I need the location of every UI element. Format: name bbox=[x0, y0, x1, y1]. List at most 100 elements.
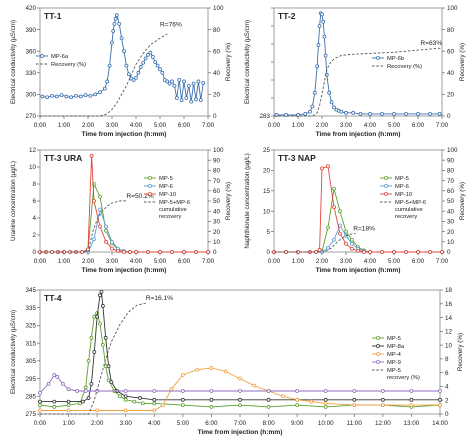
data-point bbox=[392, 250, 396, 254]
data-point bbox=[110, 246, 114, 251]
data-point bbox=[209, 397, 214, 402]
x-axis-label: Time from injection (h:mm) bbox=[198, 429, 283, 436]
plot-frame bbox=[39, 7, 209, 117]
data-point bbox=[344, 110, 348, 115]
data-point bbox=[141, 60, 146, 65]
legend-marker bbox=[376, 360, 380, 364]
data-point bbox=[98, 194, 102, 199]
x-tick-label: 12:00 bbox=[375, 420, 391, 427]
y2-tick-label: 100 bbox=[213, 147, 224, 154]
data-point bbox=[148, 50, 153, 55]
y-tick-label: 8 bbox=[32, 181, 36, 188]
x-tick-label: 1:00 bbox=[58, 122, 71, 129]
series-line-1 bbox=[40, 207, 208, 253]
data-point bbox=[323, 397, 328, 402]
data-point bbox=[146, 52, 150, 57]
data-point bbox=[172, 83, 177, 88]
data-point bbox=[339, 109, 344, 114]
data-point bbox=[316, 43, 321, 47]
data-point bbox=[100, 343, 105, 347]
x-tick-label: 5:00 bbox=[388, 258, 401, 265]
y-axis-label: Electrical conductivity (µS/cm) bbox=[10, 310, 17, 394]
data-point bbox=[138, 396, 142, 400]
y-tick-label: 0 bbox=[32, 249, 36, 256]
y-tick-label: 315 bbox=[25, 340, 36, 347]
y2-tick-label: 60 bbox=[447, 188, 455, 195]
data-point bbox=[98, 90, 102, 95]
x-tick-label: 6:00 bbox=[412, 258, 425, 265]
x-tick-label: 3:00 bbox=[106, 122, 119, 129]
x-axis-label: Time from injection (h:mm) bbox=[82, 131, 167, 138]
data-point bbox=[180, 389, 185, 393]
x-tick-label: 2:00 bbox=[316, 122, 329, 129]
y-tick-label: 2 bbox=[32, 232, 36, 239]
legend-entry: MP-10 bbox=[395, 192, 412, 198]
data-point bbox=[317, 24, 322, 28]
data-point bbox=[326, 225, 330, 230]
legend-entry: recovery bbox=[159, 214, 181, 220]
y-tick-label: 12 bbox=[29, 147, 37, 154]
data-point bbox=[238, 376, 242, 381]
data-point bbox=[106, 378, 111, 383]
data-point bbox=[320, 166, 324, 171]
data-point bbox=[52, 405, 57, 409]
x-tick-label: 1:00 bbox=[58, 258, 71, 265]
legend-entry: MP-5 bbox=[395, 176, 409, 182]
data-point bbox=[64, 94, 69, 99]
chart-panel-2: 0:00 1:00 2:00 3:00 4:00 5:00 6:00 7:00 0 2 4 6 8 10 1… bbox=[10, 147, 232, 274]
x-tick-label: 9:00 bbox=[291, 420, 304, 427]
annotation-label: R=18% bbox=[353, 226, 375, 233]
data-point bbox=[136, 70, 141, 75]
y2-tick-label: 80 bbox=[213, 168, 221, 175]
legend-marker bbox=[376, 56, 380, 60]
legend-marker bbox=[376, 344, 380, 348]
data-point bbox=[310, 104, 315, 109]
data-point bbox=[110, 239, 114, 244]
series-line-1 bbox=[274, 47, 443, 117]
data-point bbox=[109, 380, 114, 385]
legend-entry: MP-6 bbox=[159, 184, 173, 190]
y-tick-label: 335 bbox=[25, 305, 36, 312]
annotation-label: R=16.1% bbox=[146, 295, 173, 302]
data-point bbox=[323, 53, 328, 58]
data-point bbox=[350, 237, 354, 242]
data-point bbox=[143, 56, 148, 61]
chart-panel-4: 0:00 1:00 2:00 3:00 4:00 5:00 6:00 7:00 8:00 9:00… bbox=[10, 287, 464, 436]
data-point bbox=[189, 99, 194, 104]
chart-panel-0: 0:00 1:00 2:00 3:00 4:00 5:00 6:00 7:00 270 300 33… bbox=[10, 5, 232, 138]
data-point bbox=[112, 21, 117, 26]
data-point bbox=[98, 293, 102, 298]
data-point bbox=[350, 246, 354, 251]
legend-marker bbox=[384, 192, 388, 196]
x-tick-label: 0:00 bbox=[34, 420, 47, 427]
x-tick-label: 4:00 bbox=[130, 122, 143, 129]
data-point bbox=[198, 98, 203, 103]
y2-tick-label: 12 bbox=[445, 329, 453, 336]
x-tick-label: 4:00 bbox=[364, 258, 377, 265]
data-point bbox=[78, 94, 83, 99]
y-tick-label: 6 bbox=[32, 198, 36, 205]
legend-marker bbox=[384, 184, 388, 188]
data-point bbox=[358, 111, 363, 116]
data-point bbox=[380, 397, 385, 402]
y2-tick-label: 20 bbox=[213, 229, 221, 236]
data-point bbox=[98, 224, 102, 229]
x-tick-label: 5:00 bbox=[177, 420, 190, 427]
data-point bbox=[184, 96, 189, 100]
y-tick-label: 0 bbox=[266, 249, 270, 256]
legend-marker bbox=[376, 336, 380, 340]
x-tick-label: 4:00 bbox=[364, 122, 377, 129]
x-tick-label: 5:00 bbox=[154, 122, 167, 129]
data-point bbox=[92, 237, 96, 242]
legend-marker bbox=[40, 54, 44, 58]
x-tick-label: 1:00 bbox=[292, 122, 305, 129]
data-point bbox=[69, 95, 74, 100]
data-point bbox=[74, 93, 78, 98]
data-point bbox=[350, 241, 354, 246]
x-tick-label: 6:00 bbox=[178, 122, 191, 129]
y-tick-label: 325 bbox=[25, 323, 36, 330]
data-point bbox=[380, 111, 384, 116]
data-point bbox=[88, 93, 93, 98]
data-point bbox=[338, 223, 342, 228]
